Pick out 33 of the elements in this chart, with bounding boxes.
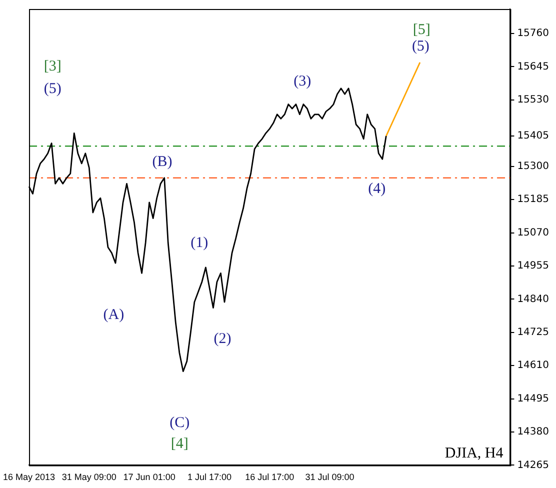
annotation: [3] [44,58,62,74]
annotation: (3) [294,73,312,90]
y-tick-label: 15645 [517,61,549,72]
annotation: (A) [103,307,124,324]
annotation: (4) [368,181,386,198]
y-tick-label: 15185 [517,194,549,206]
y-tick-label: 15300 [517,160,549,172]
x-tick-label: 1 Jul 17:00 [187,472,232,482]
y-tick-label: 15405 [517,130,549,142]
annotation: [5] [412,22,430,38]
annotation: (5) [44,80,62,97]
y-tick-label: 14955 [517,260,549,272]
y-tick-label: 14840 [517,294,549,305]
x-tick-label: 16 Jul 17:00 [245,472,294,482]
annotation: [4] [170,436,188,452]
y-tick-label: 14725 [517,326,549,338]
x-tick-label: 31 Jul 09:00 [305,472,354,482]
annotation: (2) [214,330,232,347]
annotation: (B) [152,154,172,170]
y-tick-label: 15070 [517,227,549,238]
annotation: (5) [412,38,430,54]
y-tick-label: 14610 [517,360,549,372]
y-tick-label: 14380 [517,426,549,438]
annotation: DJIA, H4 [444,446,504,462]
y-tick-label: 14265 [517,460,549,471]
x-tick-label: 16 May 2013 [2,472,56,482]
x-tick-label: 17 Jun 01:00 [123,472,176,482]
y-tick-label: 14495 [517,393,549,404]
annotation: (C) [170,415,190,432]
annotation: (1) [190,234,208,251]
x-tick-label: 31 May 09:00 [62,472,116,482]
y-tick-label: 15530 [517,94,549,106]
y-tick-label: 15760 [517,28,549,40]
